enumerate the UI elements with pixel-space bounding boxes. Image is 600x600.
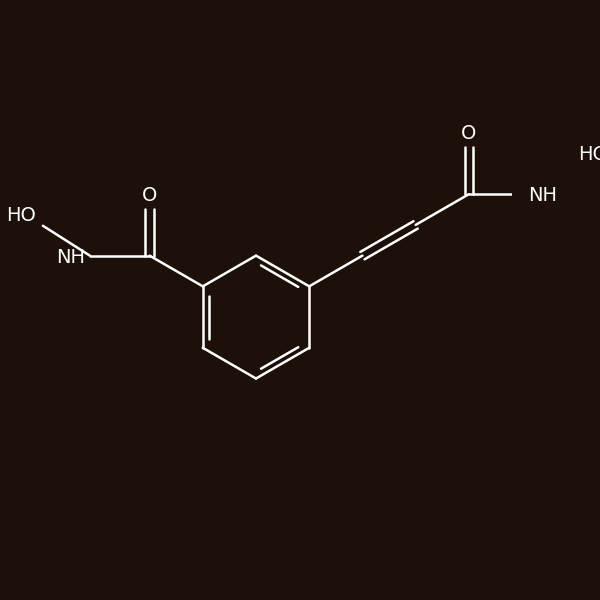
Text: O: O [142,185,157,205]
Text: NH: NH [56,248,86,267]
Text: NH: NH [529,187,557,205]
Text: HO: HO [6,206,36,225]
Text: HO: HO [578,145,600,164]
Text: O: O [461,124,476,143]
